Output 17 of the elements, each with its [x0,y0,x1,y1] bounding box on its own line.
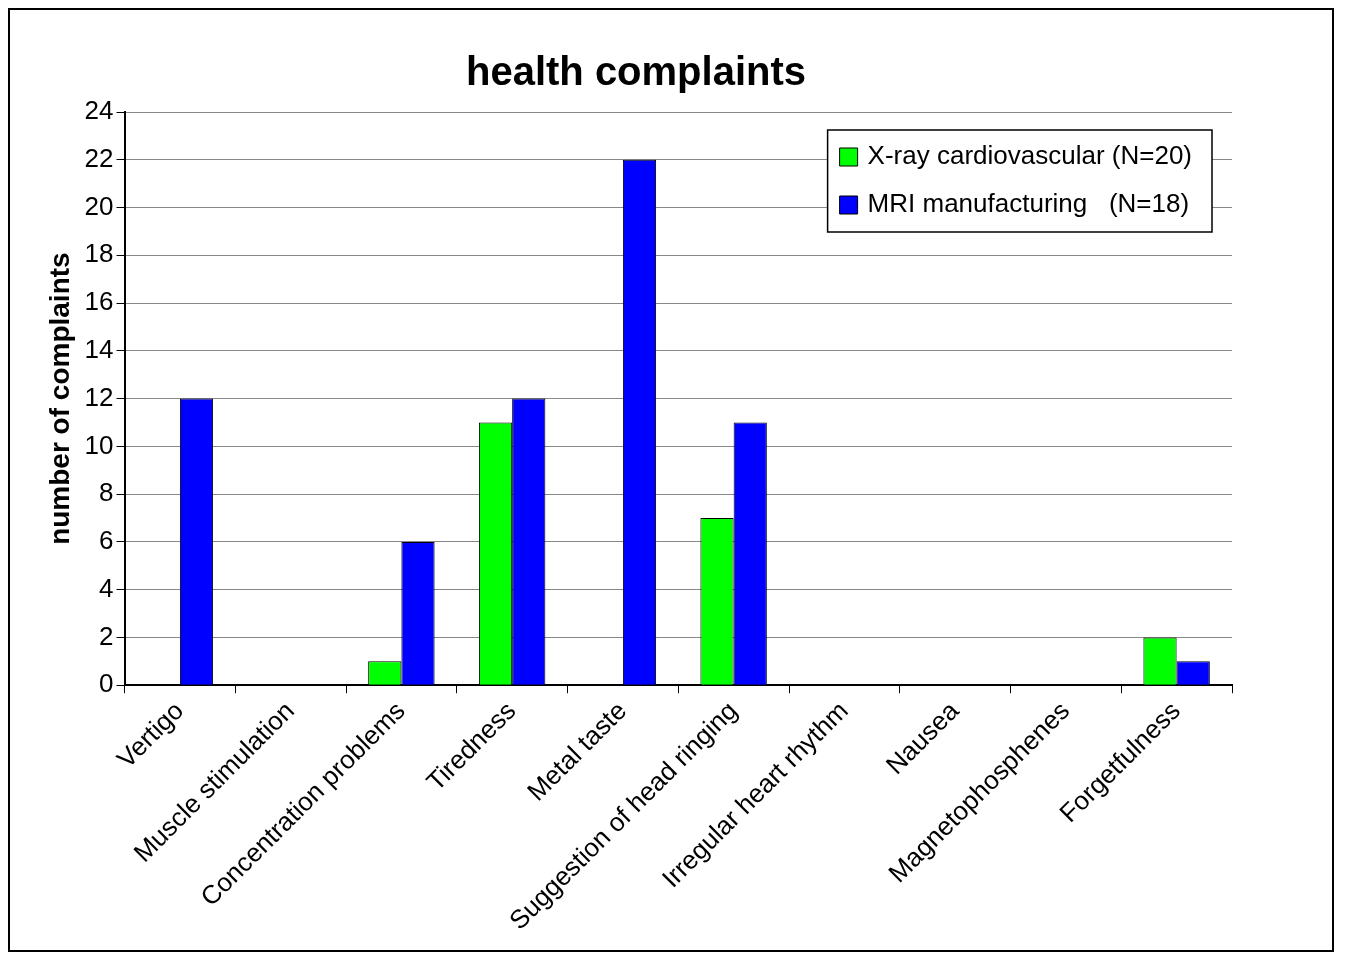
y-tick-label: 20 [84,190,114,221]
y-tick-label: 4 [99,572,114,603]
y-tick-label: 12 [84,381,114,412]
y-tick-label: 2 [99,620,114,651]
y-tick-label: 22 [84,142,114,173]
y-tick-label: 10 [84,429,114,460]
y-tick-label: 14 [84,334,114,364]
legend-label: MRI manufacturing (N=18) [867,188,1190,219]
y-tick-label: 0 [99,668,114,699]
y-tick-label: 6 [99,525,114,556]
y-axis-title: number of complaints [43,252,75,545]
chart-title: health complaints [465,49,807,94]
y-tick-label: 8 [99,477,114,508]
y-tick-label: 16 [84,286,114,317]
y-tick-label: 24 [84,95,114,126]
legend-label: X-ray cardiovascular (N=20) [867,140,1192,171]
y-tick-label: 18 [84,238,114,269]
